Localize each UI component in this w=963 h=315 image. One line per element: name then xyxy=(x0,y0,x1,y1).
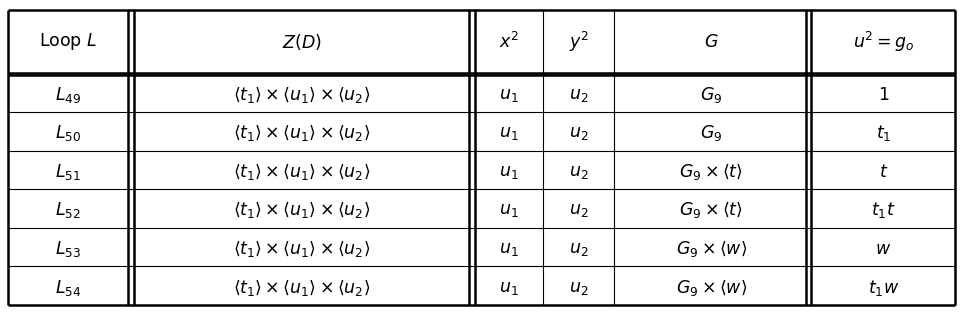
Text: $u^2 = g_o$: $u^2 = g_o$ xyxy=(852,30,914,54)
Text: $u_2$: $u_2$ xyxy=(569,278,588,296)
Text: $L_{52}$: $L_{52}$ xyxy=(55,200,81,220)
Text: $G_9 \times \langle t \rangle$: $G_9 \times \langle t \rangle$ xyxy=(679,200,743,220)
Text: $\langle t_1 \rangle \times \langle u_1 \rangle \times \langle u_2 \rangle$: $\langle t_1 \rangle \times \langle u_1 … xyxy=(233,162,370,182)
Text: $u_1$: $u_1$ xyxy=(499,86,519,104)
Text: $t_1$: $t_1$ xyxy=(875,123,891,143)
Text: $L_{49}$: $L_{49}$ xyxy=(55,85,81,105)
Text: $G_9$: $G_9$ xyxy=(700,85,722,105)
Text: $G_9 \times \langle w \rangle$: $G_9 \times \langle w \rangle$ xyxy=(676,278,747,298)
Text: $u_2$: $u_2$ xyxy=(569,240,588,258)
Text: $u_2$: $u_2$ xyxy=(569,163,588,181)
Text: $Z(D)$: $Z(D)$ xyxy=(281,32,322,52)
Text: $\langle t_1 \rangle \times \langle u_1 \rangle \times \langle u_2 \rangle$: $\langle t_1 \rangle \times \langle u_1 … xyxy=(233,123,370,143)
Text: $\langle t_1 \rangle \times \langle u_1 \rangle \times \langle u_2 \rangle$: $\langle t_1 \rangle \times \langle u_1 … xyxy=(233,278,370,298)
Text: $x^2$: $x^2$ xyxy=(499,32,519,52)
Text: $u_1$: $u_1$ xyxy=(499,240,519,258)
Text: $\langle t_1 \rangle \times \langle u_1 \rangle \times \langle u_2 \rangle$: $\langle t_1 \rangle \times \langle u_1 … xyxy=(233,85,370,105)
Text: $L_{50}$: $L_{50}$ xyxy=(55,123,81,143)
Text: $u_2$: $u_2$ xyxy=(569,86,588,104)
Text: $u_2$: $u_2$ xyxy=(569,124,588,142)
Text: $G_9$: $G_9$ xyxy=(700,123,722,143)
Text: $G_9 \times \langle t \rangle$: $G_9 \times \langle t \rangle$ xyxy=(679,162,743,182)
Text: $w$: $w$ xyxy=(875,240,892,258)
Text: $u_1$: $u_1$ xyxy=(499,201,519,219)
Text: $L_{51}$: $L_{51}$ xyxy=(55,162,81,182)
Text: $\langle t_1 \rangle \times \langle u_1 \rangle \times \langle u_2 \rangle$: $\langle t_1 \rangle \times \langle u_1 … xyxy=(233,239,370,259)
Text: $G$: $G$ xyxy=(704,33,718,51)
Text: $\langle t_1 \rangle \times \langle u_1 \rangle \times \langle u_2 \rangle$: $\langle t_1 \rangle \times \langle u_1 … xyxy=(233,200,370,220)
Text: $L_{53}$: $L_{53}$ xyxy=(55,239,81,259)
Text: $u_2$: $u_2$ xyxy=(569,201,588,219)
Text: Loop $L$: Loop $L$ xyxy=(39,31,97,52)
Text: $L_{54}$: $L_{54}$ xyxy=(55,278,81,298)
Text: $u_1$: $u_1$ xyxy=(499,278,519,296)
Text: $1$: $1$ xyxy=(877,86,889,104)
Text: $y^2$: $y^2$ xyxy=(568,30,588,54)
Text: $t_1 w$: $t_1 w$ xyxy=(868,278,898,298)
Text: $G_9 \times \langle w \rangle$: $G_9 \times \langle w \rangle$ xyxy=(676,239,747,259)
Text: $u_1$: $u_1$ xyxy=(499,124,519,142)
Text: $t$: $t$ xyxy=(878,163,888,181)
Text: $u_1$: $u_1$ xyxy=(499,163,519,181)
Text: $t_1 t$: $t_1 t$ xyxy=(872,200,896,220)
